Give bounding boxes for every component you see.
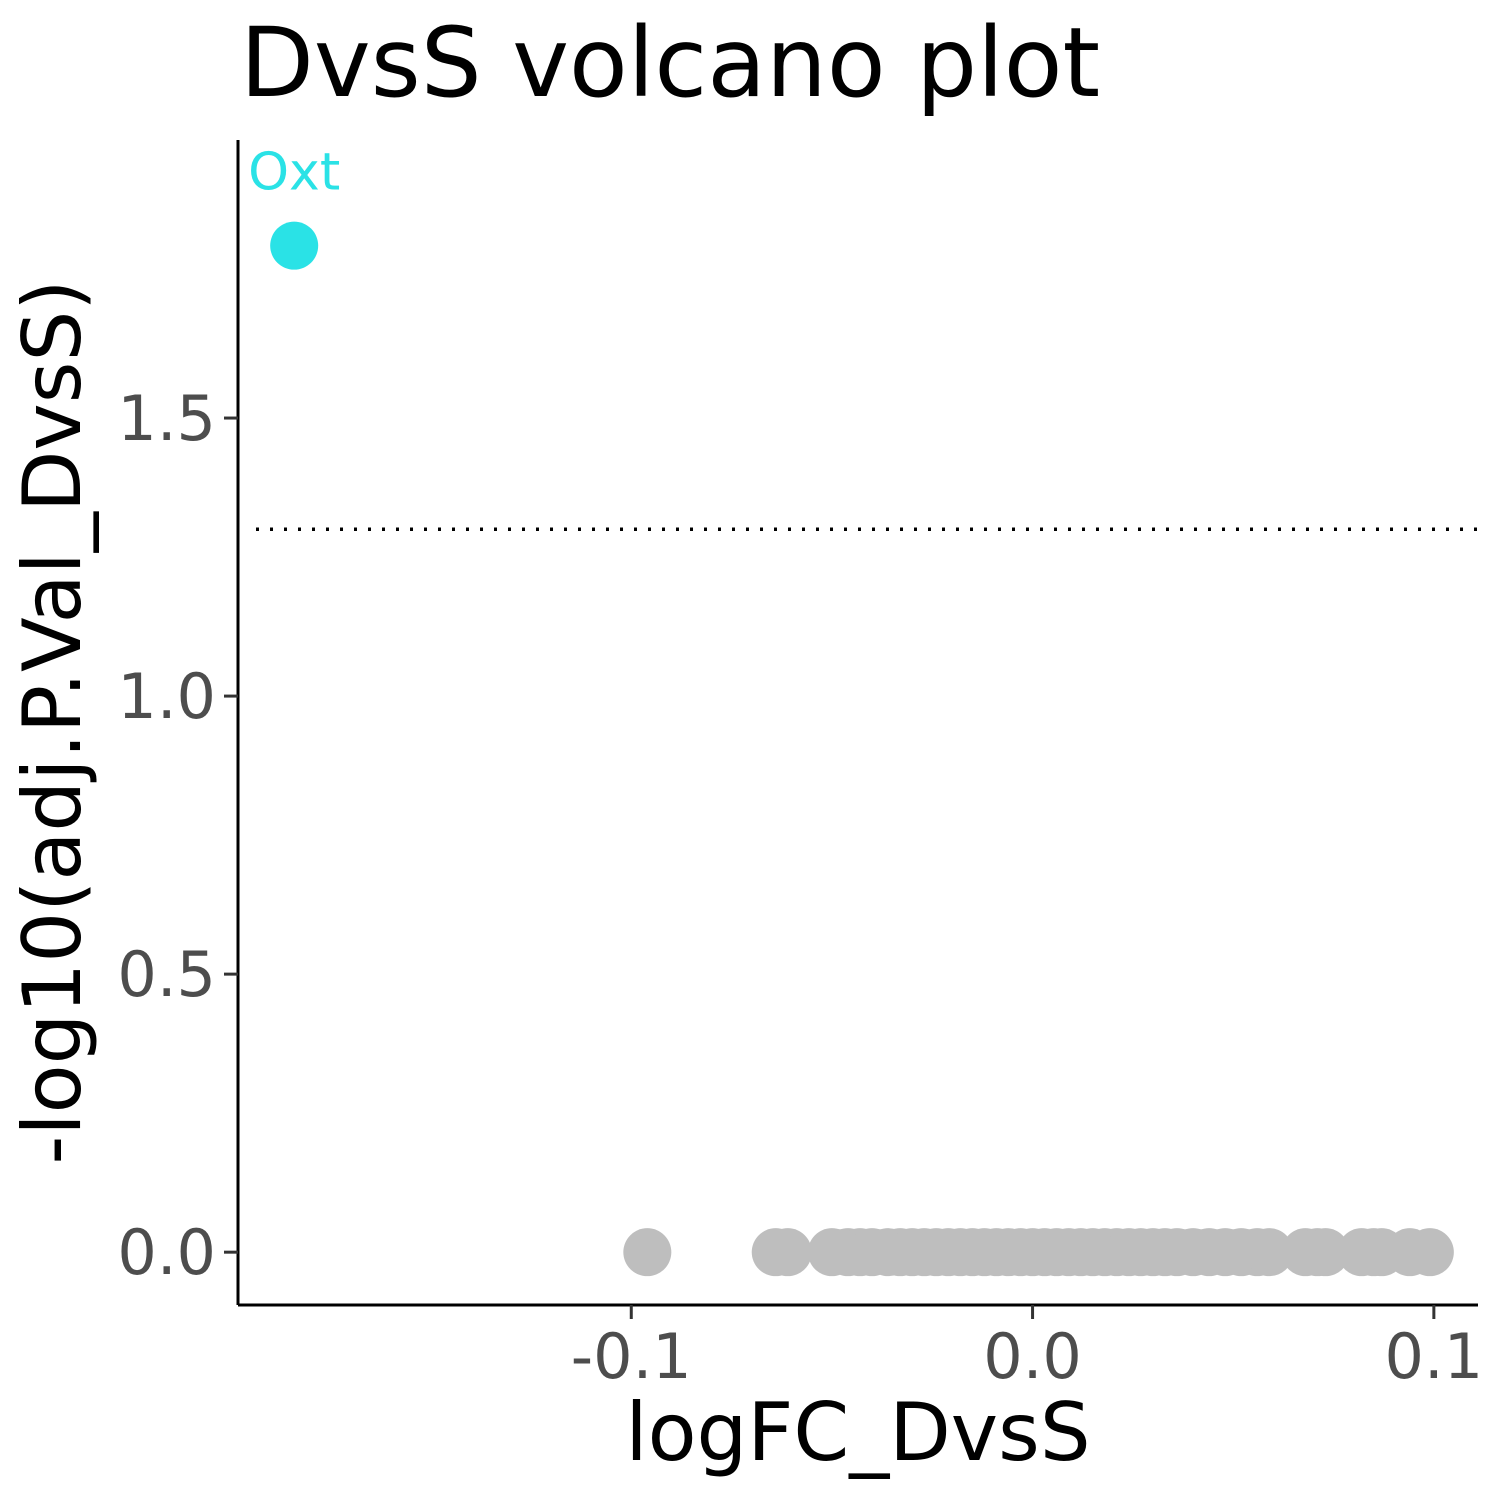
x-tick-label: 0.1 [1385,1320,1484,1393]
gene-point [623,1228,672,1277]
point-labels-layer: Oxt [248,143,340,203]
gene-point [1405,1228,1454,1277]
gene-point [763,1228,812,1277]
y-axis-ticks: 0.0 0.5 1.0 1.5 [117,382,238,1289]
y-tick-label: 1.0 [117,660,216,733]
gene-point [1301,1228,1350,1277]
y-axis-title: -log10(adj.P.Val_DvsS) [6,280,99,1165]
x-axis-title: logFC_DvsS [625,1386,1090,1479]
y-tick-label: 1.5 [117,382,216,455]
y-tick-label: 0.0 [117,1216,216,1289]
significant-gene-point [270,221,319,270]
x-tick-label: 0.0 [983,1320,1082,1393]
x-axis-ticks: -0.1 0.0 0.1 [571,1305,1483,1393]
gene-point [1245,1228,1294,1277]
gene-label: Oxt [248,143,340,203]
x-tick-label: -0.1 [571,1320,692,1393]
y-tick-label: 0.5 [117,938,216,1011]
chart-title: DvsS volcano plot [240,7,1100,119]
points-layer [270,221,1454,1277]
